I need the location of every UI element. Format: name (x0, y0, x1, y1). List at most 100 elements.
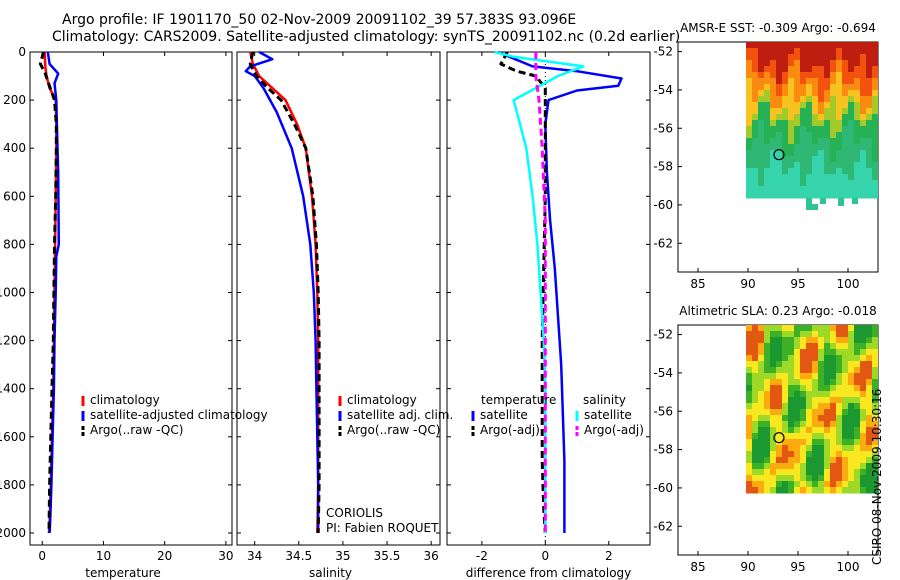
map-cell (752, 78, 759, 85)
map-cell (854, 343, 861, 350)
map-cell (836, 475, 843, 482)
map-cell (788, 78, 795, 85)
map-cell (824, 120, 831, 127)
map-cell (812, 138, 819, 145)
map-cell (818, 409, 825, 416)
map-cell (830, 433, 837, 440)
map-cell (800, 373, 807, 380)
map-cell (776, 325, 783, 332)
map-cell (818, 72, 825, 79)
map-cell (746, 403, 753, 410)
map-cell (842, 174, 849, 181)
map-cell (758, 114, 765, 121)
map-cell (752, 126, 759, 133)
map-cell (746, 415, 753, 422)
map-cell (866, 415, 873, 422)
map-cell (842, 373, 849, 380)
map-cell (758, 331, 765, 338)
map-cell (842, 451, 849, 458)
map-cell (752, 90, 759, 97)
map-cell (752, 433, 759, 440)
map-cell (764, 84, 771, 91)
map-cell (866, 439, 873, 446)
map-cell (746, 481, 753, 488)
map-cell (860, 162, 867, 169)
map-cell (794, 427, 801, 434)
map-cell (848, 108, 855, 115)
map-cell (776, 60, 783, 67)
map-cell (848, 481, 855, 488)
map-cell (746, 337, 753, 344)
map-cell (818, 421, 825, 428)
map-cell (872, 138, 878, 145)
map-cell (812, 361, 819, 368)
map-cell (746, 451, 753, 458)
map-cell (842, 391, 849, 398)
map-cell (854, 367, 861, 374)
map-cell (830, 391, 837, 398)
depth-tick-label: 2000 (0, 526, 26, 540)
map-cell (810, 204, 818, 210)
map-cell (860, 48, 867, 55)
depth-tick-label: 0 (18, 45, 26, 59)
map-cell (872, 331, 878, 338)
profile-panel-1-frame (29, 51, 233, 546)
x-tick-label: 34 (247, 549, 262, 563)
map-cell (770, 361, 777, 368)
map-cell (836, 343, 843, 350)
map-cell (848, 114, 855, 121)
map-cell (752, 144, 759, 151)
map-sla-title: Altimetric SLA: 0.23 Argo: -0.018 (679, 304, 876, 318)
map-cell (854, 96, 861, 103)
map-cell (854, 54, 861, 61)
map-cell (788, 72, 795, 79)
map-cell (824, 379, 831, 386)
map-cell (824, 325, 831, 332)
map-cell (872, 60, 878, 67)
map-x-tick-label: 95 (790, 277, 805, 291)
map-cell (776, 78, 783, 85)
map-cell (782, 379, 789, 386)
map-cell (818, 457, 825, 464)
map-cell (812, 475, 819, 482)
map-cell (806, 415, 813, 422)
map-cell (764, 66, 771, 73)
map-cell (860, 102, 867, 109)
map-cell (782, 403, 789, 410)
map-cell (800, 48, 807, 55)
map-cell (776, 373, 783, 380)
map-cell (758, 325, 765, 332)
map-cell (806, 433, 813, 440)
map-cell (860, 150, 867, 157)
map-cell (866, 132, 873, 139)
map-cell (776, 48, 783, 55)
map-cell (794, 481, 801, 488)
map-cell (812, 385, 819, 392)
map-cell (764, 343, 771, 350)
map-cell (764, 48, 771, 55)
map-cell (860, 373, 867, 380)
map-cell (794, 180, 801, 187)
map-x-tick-label: 95 (790, 560, 805, 574)
series-line-satellite-temperature (497, 50, 623, 533)
map-cell (818, 102, 825, 109)
map-cell (764, 337, 771, 344)
map-cell (752, 120, 759, 127)
map-cell (848, 385, 855, 392)
map-cell (794, 373, 801, 380)
map-cell (758, 168, 765, 175)
map-cell (818, 180, 825, 187)
map-cell (830, 174, 837, 181)
map-cell (836, 174, 843, 181)
map-cell (836, 66, 843, 73)
map-cell (836, 162, 843, 169)
map-cell (788, 66, 795, 73)
map-cell (836, 487, 843, 494)
map-cell (812, 156, 819, 163)
map-cell (830, 439, 837, 446)
map-cell (752, 451, 759, 458)
map-cell (836, 463, 843, 470)
map-cell (830, 60, 837, 67)
map-cell (812, 337, 819, 344)
map-cell (848, 90, 855, 97)
